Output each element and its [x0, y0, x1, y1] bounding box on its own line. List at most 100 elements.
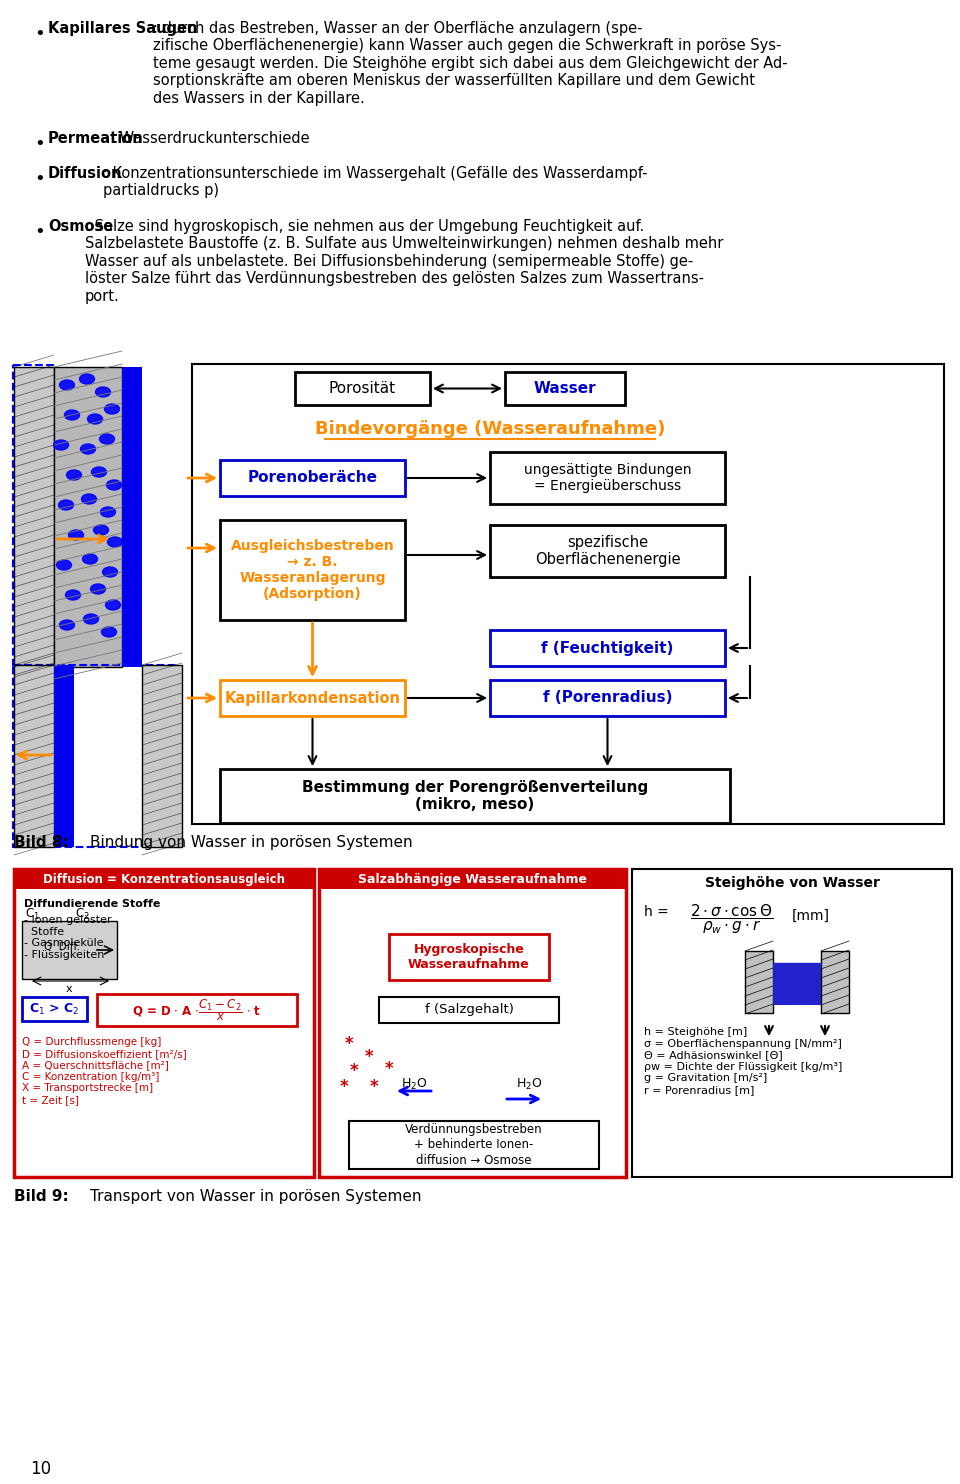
Bar	[389, 933, 549, 979]
Text: f (Salzgehalt): f (Salzgehalt)	[424, 1003, 514, 1017]
Ellipse shape	[64, 410, 80, 420]
Bar	[295, 372, 430, 405]
Ellipse shape	[66, 470, 82, 479]
Ellipse shape	[83, 554, 98, 564]
Ellipse shape	[103, 567, 117, 577]
Text: Wasser: Wasser	[534, 381, 596, 396]
Text: C$_1$ > C$_2$: C$_1$ > C$_2$	[29, 1002, 79, 1017]
Text: Osmose: Osmose	[48, 220, 113, 234]
Bar	[122, 367, 142, 666]
Ellipse shape	[80, 374, 94, 384]
Bar	[490, 453, 725, 505]
Bar	[22, 922, 117, 979]
Ellipse shape	[87, 414, 103, 424]
Bar	[54, 665, 74, 847]
Bar	[632, 870, 952, 1177]
Text: Bild 9:: Bild 9:	[14, 1189, 69, 1204]
Text: Porosität: Porosität	[329, 381, 396, 396]
Text: Permeation: Permeation	[48, 131, 144, 145]
Ellipse shape	[54, 439, 68, 450]
Text: Steighöhe von Wasser: Steighöhe von Wasser	[705, 876, 879, 890]
Text: 10: 10	[30, 1460, 51, 1478]
Bar	[14, 665, 54, 847]
Bar	[220, 519, 405, 620]
Ellipse shape	[91, 467, 107, 476]
Ellipse shape	[60, 620, 75, 631]
Ellipse shape	[108, 537, 123, 548]
Bar	[745, 951, 773, 1014]
Text: : Wasserdruckunterschiede: : Wasserdruckunterschiede	[109, 131, 309, 145]
Text: H$_2$O: H$_2$O	[516, 1077, 542, 1092]
Ellipse shape	[82, 494, 97, 505]
Ellipse shape	[90, 585, 106, 594]
Text: Transport von Wasser in porösen Systemen: Transport von Wasser in porösen Systemen	[90, 1189, 421, 1204]
Text: ungesättigte Bindungen
= Energieüberschuss: ungesättigte Bindungen = Energieüberschu…	[524, 463, 691, 493]
Bar	[14, 367, 54, 666]
Text: *: *	[385, 1060, 394, 1077]
Bar	[773, 963, 821, 1005]
Ellipse shape	[106, 600, 121, 610]
Ellipse shape	[59, 500, 74, 510]
Bar	[220, 769, 730, 824]
Bar	[14, 870, 314, 889]
Text: Diffusion: Diffusion	[48, 166, 123, 181]
Text: •: •	[34, 223, 45, 240]
Text: Q = Durchflussmenge [kg]
D = Diffusionskoeffizient [m²/s]
A = Querschnittsfläche: Q = Durchflussmenge [kg] D = Diffusionsk…	[22, 1037, 187, 1106]
Text: *: *	[340, 1077, 348, 1097]
Text: Kapillarkondensation: Kapillarkondensation	[225, 690, 400, 705]
Text: Bestimmung der Porengrößenverteilung
(mikro, meso): Bestimmung der Porengrößenverteilung (mi…	[301, 779, 648, 812]
Text: Porenoberäche: Porenoberäche	[248, 470, 377, 485]
Text: : Salze sind hygroskopisch, sie nehmen aus der Umgebung Feuchtigkeit auf.
Salzbe: : Salze sind hygroskopisch, sie nehmen a…	[84, 220, 723, 304]
Ellipse shape	[105, 404, 119, 414]
Text: Q  Diff.: Q Diff.	[44, 942, 80, 953]
Text: •: •	[34, 171, 45, 188]
Text: Diffusion = Konzentrationsausgleich: Diffusion = Konzentrationsausgleich	[43, 873, 285, 886]
Text: - Ionen gelöster
  Stoffe
- Gasmoleküle
- Flüssigkeiten: - Ionen gelöster Stoffe - Gasmoleküle - …	[24, 916, 111, 960]
Text: Verdünnungsbestreben
+ behinderte Ionen-
diffusion → Osmose: Verdünnungsbestreben + behinderte Ionen-…	[405, 1123, 542, 1166]
Bar	[13, 365, 55, 666]
Text: Bild 8:: Bild 8:	[14, 835, 69, 850]
Text: Q = D $\cdot$ A $\cdot\dfrac{C_1 - C_2}{x}$ $\cdot$ t: Q = D $\cdot$ A $\cdot\dfrac{C_1 - C_2}{…	[132, 997, 262, 1022]
Ellipse shape	[68, 530, 84, 540]
Text: *: *	[365, 1048, 373, 1066]
Bar	[505, 372, 625, 405]
Text: Salzabhängige Wasseraufnahme: Salzabhängige Wasseraufnahme	[358, 873, 587, 886]
Bar	[142, 665, 182, 847]
Bar	[14, 870, 314, 1177]
Text: Hygroskopische
Wasseraufnahme: Hygroskopische Wasseraufnahme	[408, 942, 530, 971]
Bar	[22, 997, 87, 1021]
Text: •: •	[34, 25, 45, 43]
Text: x: x	[65, 984, 72, 994]
Text: H$_2$O: H$_2$O	[400, 1077, 427, 1092]
Bar	[490, 525, 725, 577]
Bar	[192, 364, 944, 824]
Ellipse shape	[101, 508, 115, 516]
Ellipse shape	[95, 387, 110, 398]
Text: spezifische
Oberflächenenergie: spezifische Oberflächenenergie	[535, 534, 681, 567]
Text: *: *	[370, 1077, 378, 1097]
Bar	[379, 997, 559, 1022]
Text: [mm]: [mm]	[792, 910, 830, 923]
Text: C$_1$: C$_1$	[25, 907, 39, 922]
Bar	[220, 460, 405, 496]
Ellipse shape	[57, 559, 71, 570]
Text: *: *	[345, 1034, 353, 1054]
Bar	[97, 994, 297, 1025]
Text: f (Feuchtigkeit): f (Feuchtigkeit)	[541, 641, 674, 656]
Ellipse shape	[84, 614, 99, 623]
Text: *: *	[349, 1063, 358, 1080]
Ellipse shape	[102, 628, 116, 637]
Text: h = Steighöhe [m]
σ = Oberflächenspannung [N/mm²]
Θ = Adhäsionswinkel [Θ]
ρw = D: h = Steighöhe [m] σ = Oberflächenspannun…	[644, 1027, 842, 1095]
Text: : Konzentrationsunterschiede im Wassergehalt (Gefälle des Wasserdampf-
partialdr: : Konzentrationsunterschiede im Wasserge…	[104, 166, 648, 199]
Bar	[490, 631, 725, 666]
Ellipse shape	[100, 433, 114, 444]
Bar	[821, 951, 849, 1014]
Ellipse shape	[107, 479, 122, 490]
Text: Bindevorgänge (Wasseraufnahme): Bindevorgänge (Wasseraufnahme)	[315, 420, 665, 438]
Text: Bindung von Wasser in porösen Systemen: Bindung von Wasser in porösen Systemen	[90, 835, 413, 850]
Bar	[319, 870, 626, 889]
Text: h =: h =	[644, 905, 669, 919]
Ellipse shape	[93, 525, 108, 536]
Text: $\dfrac{2 \cdot \sigma \cdot \cos\Theta}{\rho_w \cdot g \cdot r}$: $\dfrac{2 \cdot \sigma \cdot \cos\Theta}…	[690, 902, 773, 936]
Text: •: •	[34, 135, 45, 153]
